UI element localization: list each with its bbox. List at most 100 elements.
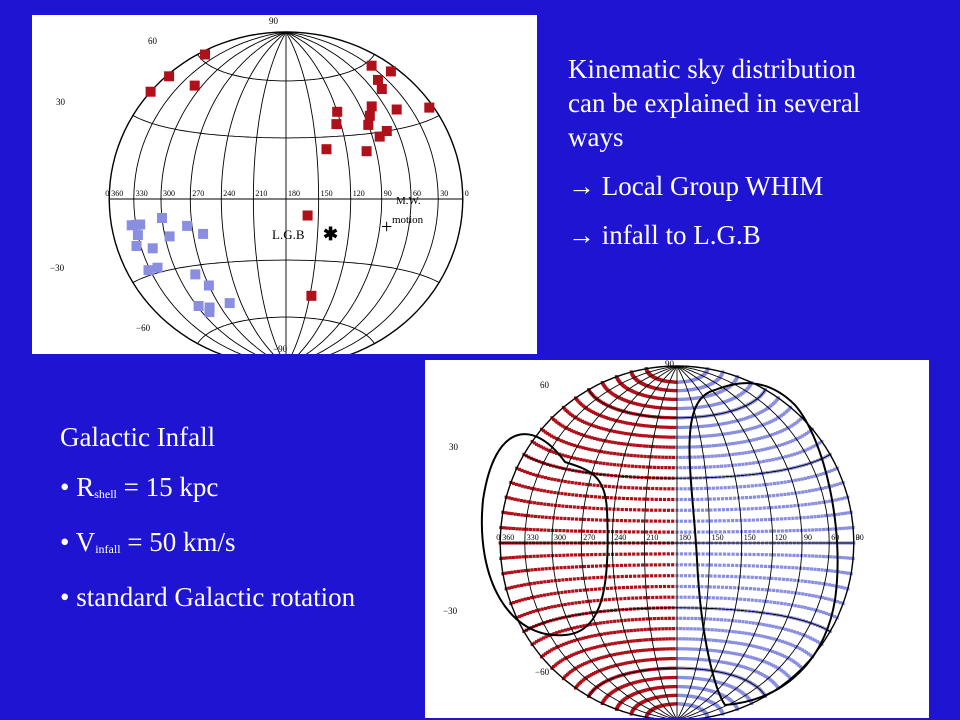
model-velocity-dot [792,452,796,456]
model-velocity-dot [628,574,633,578]
model-velocity-dot [785,655,789,660]
model-velocity-dot [840,512,844,516]
model-velocity-dot [580,506,584,510]
model-velocity-dot [603,450,607,454]
blue-data-point [204,302,215,313]
model-velocity-dot [653,465,657,469]
arrow-icon: → [568,171,595,201]
blue-data-point [143,265,154,276]
model-velocity-dot [532,581,537,585]
model-velocity-dot [532,641,536,645]
model-velocity-dot [592,599,596,603]
model-velocity-dot [527,514,531,518]
model-velocity-dot [627,486,631,490]
model-velocity-dot [758,506,762,510]
model-velocity-dot [623,530,627,534]
model-velocity-dot [628,660,632,664]
model-velocity-dot [725,585,729,589]
model-velocity-dot [552,632,556,636]
model-velocity-dot [655,657,659,661]
model-velocity-dot [666,657,671,661]
model-velocity-dot [578,418,582,422]
model-velocity-dot [602,415,606,419]
model-velocity-dot [835,482,840,486]
model-velocity-dot [668,397,672,401]
blue-data-point [164,231,175,242]
model-velocity-dot [756,657,760,661]
model-velocity-dot [630,400,634,405]
model-velocity-dot [621,420,625,424]
model-velocity-dot [543,652,547,656]
model-velocity-dot [653,647,657,651]
model-velocity-dot [562,529,566,533]
model-velocity-dot [798,450,802,454]
model-velocity-dot [762,576,766,580]
model-velocity-dot [594,495,598,499]
model-velocity-dot [751,438,756,442]
model-velocity-dot [824,611,829,616]
model-velocity-dot [708,585,712,589]
model-velocity-dot [764,588,768,592]
model-velocity-dot [660,676,664,680]
model-velocity-dot [673,685,677,689]
model-velocity-dot [734,419,738,423]
model-velocity-dot [802,516,806,520]
lat-label-m30: −30 [443,606,458,616]
model-velocity-dot [613,418,617,422]
model-velocity-dot [625,585,629,589]
model-velocity-dot [671,519,675,523]
model-velocity-dot [609,665,613,669]
model-velocity-dot [660,435,664,439]
model-velocity-dot [574,589,579,593]
model-velocity-dot [827,499,831,503]
model-velocity-dot [664,406,668,410]
model-velocity-dot [809,515,813,519]
model-velocity-dot [720,681,724,686]
model-velocity-dot [737,418,741,422]
model-velocity-dot [526,486,530,490]
lon-label: 330 [527,533,539,542]
model-velocity-dot [697,405,701,409]
lgb-marker: ✱ [323,224,338,244]
model-velocity-dot [763,647,767,651]
model-velocity-dot [666,406,670,410]
lon-label: 150 [744,533,756,542]
model-velocity-dot [587,635,591,639]
model-velocity-dot [662,552,666,556]
model-velocity-dot [780,639,784,643]
model-velocity-dot [715,596,719,600]
arrow-icon: → [568,220,595,250]
model-velocity-dot [746,598,751,602]
model-velocity-dot [633,680,637,684]
model-velocity-dot [671,455,675,459]
model-velocity-dot [798,435,802,439]
model-velocity-dot [771,458,775,462]
model-velocity-dot [587,647,591,651]
model-velocity-dot [780,429,784,433]
model-velocity-dot [624,563,628,567]
model-velocity-dot [827,513,831,517]
model-velocity-dot [654,497,658,501]
model-velocity-dot [830,484,834,488]
model-velocity-dot [687,584,692,589]
model-velocity-dot [776,416,780,420]
model-velocity-dot [666,530,670,534]
model-velocity-dot [645,394,649,398]
model-velocity-dot [768,529,772,533]
model-velocity-dot [660,397,665,401]
model-velocity-dot [688,552,692,556]
blue-data-point [224,298,235,309]
model-velocity-dot [662,497,667,502]
model-velocity-dot [732,686,736,690]
model-velocity-dot [613,441,617,445]
model-velocity-dot [690,435,694,439]
model-velocity-dot [542,636,546,640]
model-velocity-dot [554,528,558,533]
model-velocity-dot [578,529,582,533]
model-velocity-dot [541,653,545,657]
model-velocity-dot [544,567,548,571]
model-velocity-dot [791,516,795,520]
model-velocity-dot [590,672,594,677]
model-velocity-dot [635,649,639,653]
model-velocity-dot [616,663,620,667]
